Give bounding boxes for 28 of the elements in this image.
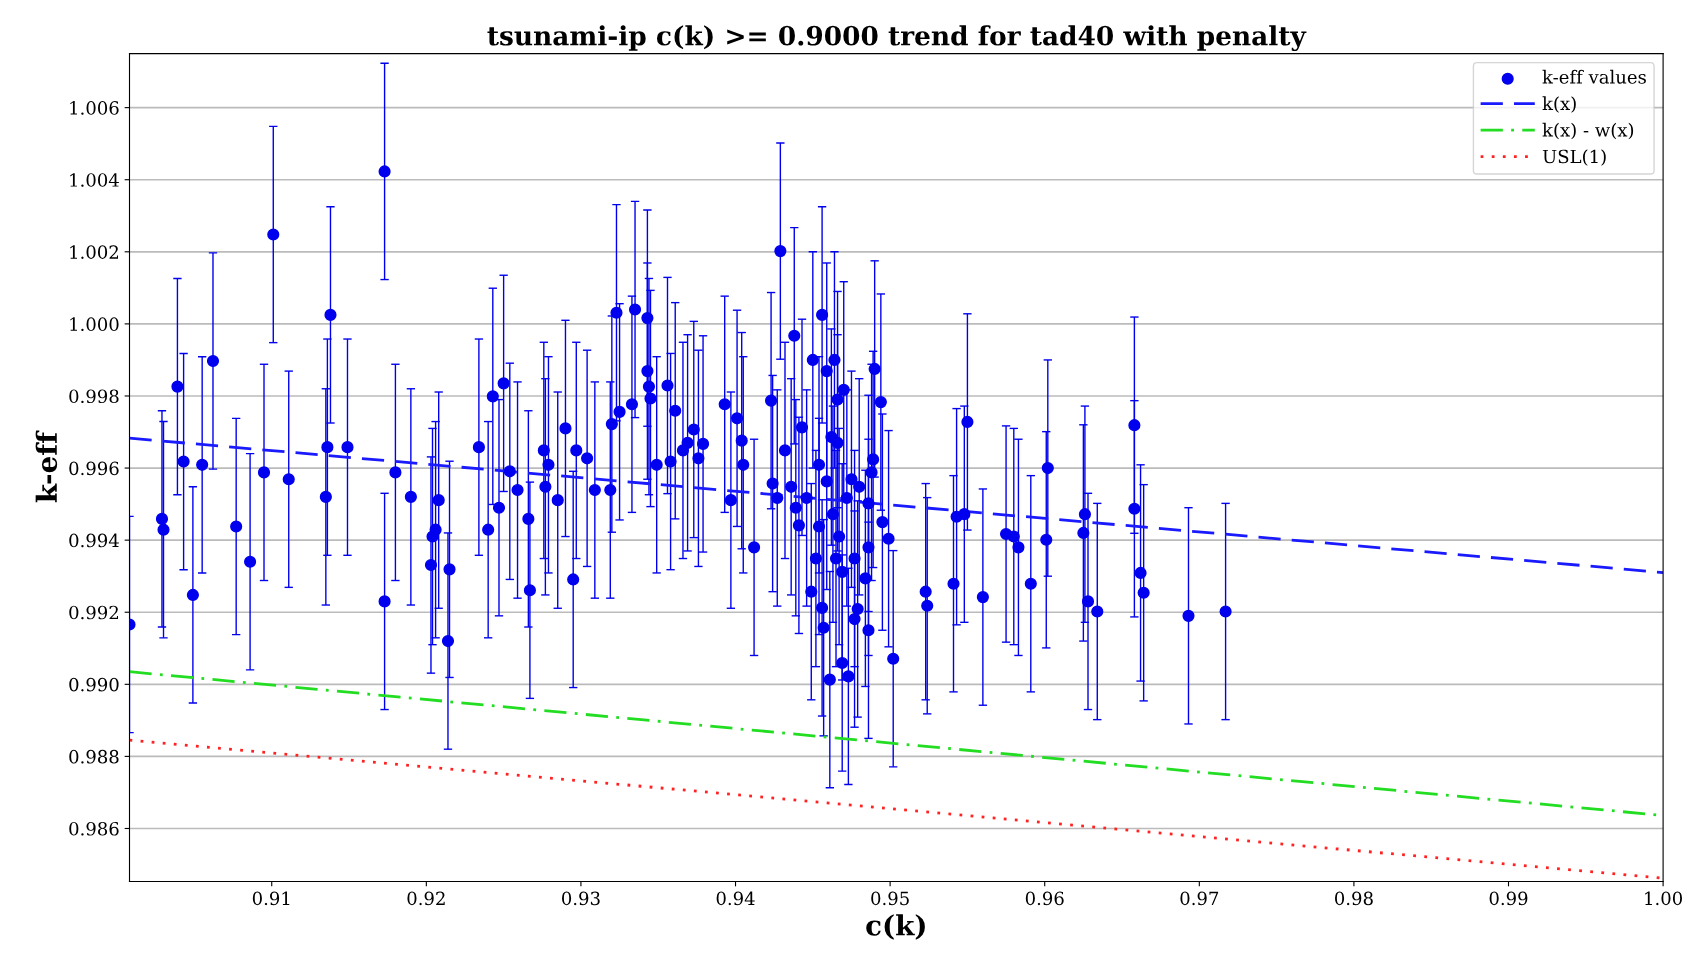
x-axis-title: c(k) [866, 914, 925, 940]
y-tick-label: 0.988 [69, 749, 119, 764]
legend-label: k(x) - w(x) [1542, 122, 1634, 140]
legend-label: k(x) [1542, 96, 1576, 113]
y-tick-label: 1.006 [70, 101, 119, 115]
y-tick-label: 1.004 [70, 173, 119, 187]
x-tick-label: 0.93 [562, 891, 600, 906]
x-tick-label: 0.95 [871, 891, 909, 906]
y-tick-label: 0.992 [69, 605, 119, 620]
y-tick-label: 0.994 [69, 533, 119, 548]
x-tick-label: 1.00 [1645, 891, 1683, 906]
x-tick-label: 0.97 [1180, 891, 1219, 906]
y-tick-label: 0.990 [69, 677, 119, 692]
legend-label: k-eff values [1542, 69, 1646, 84]
y-tick-label: 1.002 [70, 245, 119, 259]
y-tick-label: 0.998 [69, 389, 119, 404]
x-tick-label: 0.98 [1335, 891, 1373, 906]
y-axis-title: k-eff [35, 430, 58, 503]
x-tick-label: 0.91 [252, 891, 290, 906]
x-tick-label: 0.96 [1025, 891, 1064, 906]
y-tick-label: 0.996 [69, 461, 119, 476]
x-tick-label: 0.92 [407, 891, 445, 906]
y-tick-label: 1.000 [70, 317, 119, 332]
legend-label: USL(1) [1542, 149, 1606, 166]
chart-title: tsunami-ip c(k) >= 0.9000 trend for tad40 with penalty [487, 25, 1307, 52]
x-tick-label: 0.94 [716, 891, 755, 906]
x-tick-label: 0.99 [1489, 891, 1528, 906]
y-tick-label: 0.986 [69, 821, 119, 836]
